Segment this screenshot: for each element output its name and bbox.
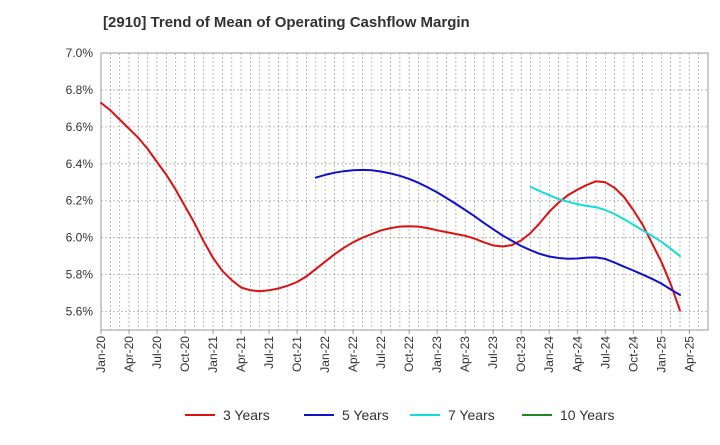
y-tick-label: 5.8% (66, 268, 94, 282)
chart-title: [2910] Trend of Mean of Operating Cashfl… (103, 14, 470, 31)
legend-item: 7 Years (410, 407, 495, 423)
x-tick-label: Apr-24 (570, 336, 584, 372)
series-layer (100, 101, 681, 312)
series-line-7-years (529, 185, 681, 258)
x-tick-label: Jul-24 (598, 336, 612, 369)
x-tick-label: Oct-23 (514, 336, 528, 372)
grid-layer (101, 53, 708, 330)
legend-item: 10 Years (522, 407, 615, 423)
legend-label: 7 Years (448, 407, 495, 423)
x-tick-label: Jul-22 (374, 336, 388, 369)
legend-item: 5 Years (304, 407, 389, 423)
y-tick-label: 6.0% (66, 231, 94, 245)
x-tick-label: Apr-20 (122, 336, 136, 372)
x-tick-label: Jan-25 (654, 336, 668, 373)
x-tick-label: Apr-22 (346, 336, 360, 372)
y-tick-label: 5.6% (66, 305, 94, 319)
legend-label: 5 Years (342, 407, 389, 423)
y-tick-label: 7.0% (66, 46, 94, 60)
y-tick-label: 6.8% (66, 83, 94, 97)
x-tick-label: Apr-25 (682, 336, 696, 372)
x-tick-label: Oct-20 (178, 336, 192, 372)
y-axis: 5.6% 5.8% 6.0% 6.2% 6.4% 6.6% 6.8% 7.0% (66, 46, 94, 319)
y-tick-label: 6.4% (66, 157, 94, 171)
x-tick-label: Jan-23 (430, 336, 444, 373)
legend: 3 Years 5 Years 7 Years 10 Years (185, 407, 615, 423)
legend-label: 3 Years (223, 407, 270, 423)
y-tick-label: 6.2% (66, 194, 94, 208)
x-tick-label: Jan-22 (318, 336, 332, 373)
x-tick-label: Jul-23 (486, 336, 500, 369)
y-tick-label: 6.6% (66, 120, 94, 134)
series-line-5-years (314, 168, 681, 296)
series-line-3-years (100, 101, 681, 312)
x-tick-label: Jan-24 (542, 336, 556, 373)
x-tick-label: Apr-21 (234, 336, 248, 372)
x-tick-label: Jul-20 (150, 336, 164, 369)
plot-frame (100, 52, 709, 331)
x-tick-label: Jan-21 (206, 336, 220, 373)
x-axis: Jan-20 Apr-20 Jul-20 Oct-20 Jan-21 Apr-21 Jul-… (94, 330, 696, 373)
x-tick-label: Oct-22 (402, 336, 416, 372)
x-tick-label: Jan-20 (94, 336, 108, 373)
x-tick-label: Oct-24 (626, 336, 640, 372)
legend-item: 3 Years (185, 407, 270, 423)
x-tick-label: Oct-21 (290, 336, 304, 372)
x-tick-label: Apr-23 (458, 336, 472, 372)
legend-label: 10 Years (560, 407, 615, 423)
x-tick-label: Jul-21 (262, 336, 276, 369)
